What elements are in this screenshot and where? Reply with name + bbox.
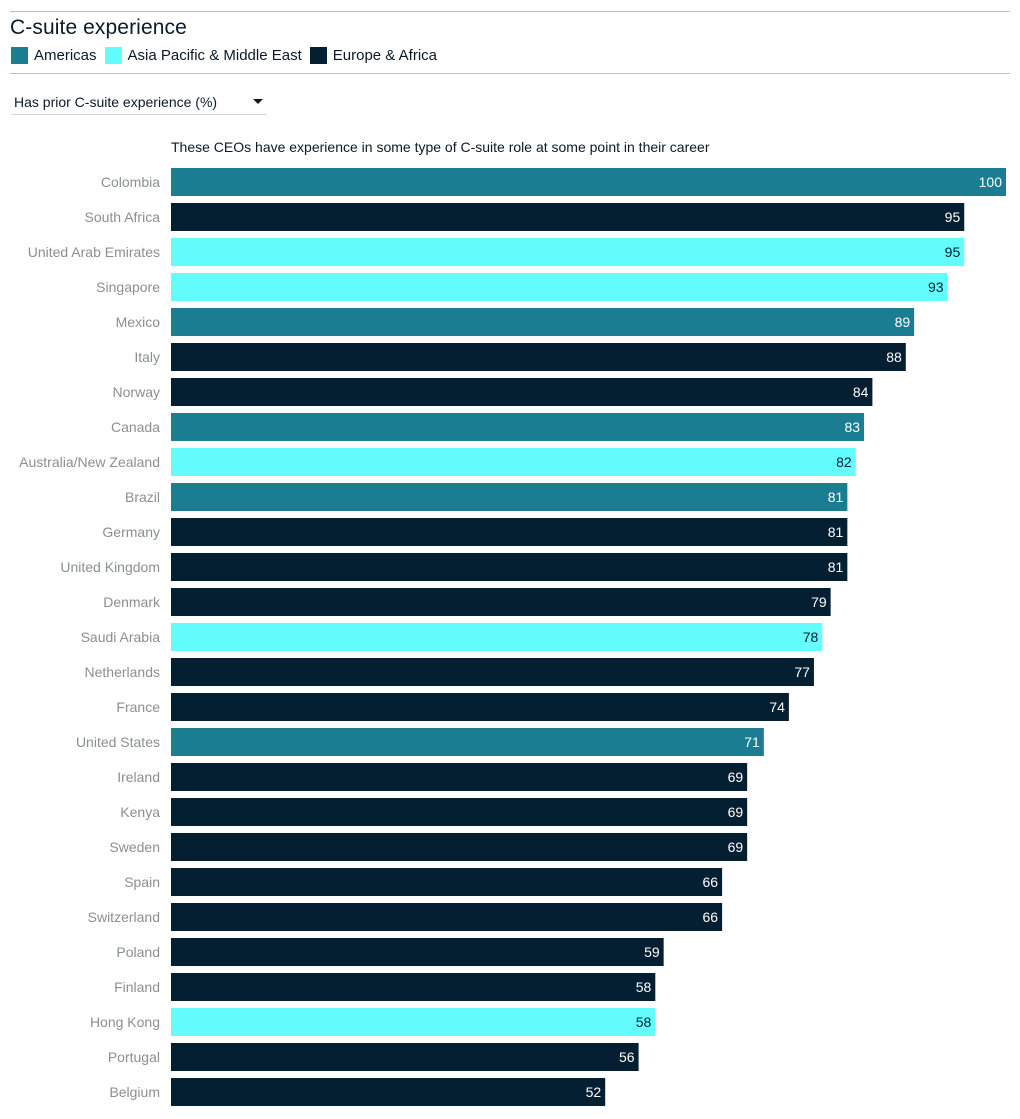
value-label-hong-kong: 58 xyxy=(636,1014,652,1030)
bar-germany[interactable] xyxy=(171,518,848,546)
legend-item-asia-pacific[interactable]: Asia Pacific & Middle East xyxy=(104,47,302,64)
value-label-finland: 58 xyxy=(636,979,652,995)
bar-finland[interactable] xyxy=(171,973,656,1001)
bar-kenya[interactable] xyxy=(171,798,748,826)
value-label-norway: 84 xyxy=(853,384,869,400)
category-label-spain: Spain xyxy=(124,874,160,890)
value-label-netherlands: 77 xyxy=(794,664,810,680)
legend-item-europe-africa[interactable]: Europe & Africa xyxy=(309,47,437,64)
bar-belgium[interactable] xyxy=(171,1078,606,1106)
bar-poland[interactable] xyxy=(171,938,664,966)
value-label-germany: 81 xyxy=(828,524,844,540)
value-label-spain: 66 xyxy=(703,874,719,890)
bar-spain[interactable] xyxy=(171,868,723,896)
bar-netherlands[interactable] xyxy=(171,658,814,686)
category-label-sweden: Sweden xyxy=(109,839,160,855)
value-label-south-africa: 95 xyxy=(945,209,961,225)
value-label-france: 74 xyxy=(769,699,785,715)
bar-united-states[interactable] xyxy=(171,728,764,756)
bar-chart: Colombia 100 South Africa 95 United Arab Emi… xyxy=(19,168,1006,1106)
value-label-australia-new-zealand: 82 xyxy=(836,454,852,470)
chart-title: C-suite experience xyxy=(10,16,187,39)
legend-label-europe-africa: Europe & Africa xyxy=(332,47,437,64)
category-label-norway: Norway xyxy=(113,384,160,400)
category-label-saudi-arabia: Saudi Arabia xyxy=(81,629,161,645)
value-label-denmark: 79 xyxy=(811,594,827,610)
legend-swatch-asia-pacific xyxy=(104,47,122,64)
bar-saudi-arabia[interactable] xyxy=(171,623,823,651)
legend-item-americas[interactable]: Americas xyxy=(11,47,97,64)
value-label-belgium: 52 xyxy=(586,1084,602,1100)
category-label-united-kingdom: United Kingdom xyxy=(60,559,160,575)
legend-rule xyxy=(10,73,1010,74)
category-label-poland: Poland xyxy=(116,944,160,960)
value-label-united-states: 71 xyxy=(744,734,760,750)
value-label-italy: 88 xyxy=(886,349,902,365)
bar-brazil[interactable] xyxy=(171,483,848,511)
value-label-united-kingdom: 81 xyxy=(828,559,844,575)
category-label-canada: Canada xyxy=(111,419,160,435)
bar-united-arab-emirates[interactable] xyxy=(171,238,965,266)
legend-swatch-americas xyxy=(11,47,28,64)
top-rule xyxy=(10,11,1010,12)
category-label-italy: Italy xyxy=(134,349,160,365)
category-label-united-arab-emirates: United Arab Emirates xyxy=(28,244,160,260)
value-label-sweden: 69 xyxy=(728,839,744,855)
value-label-brazil: 81 xyxy=(828,489,844,505)
value-label-mexico: 89 xyxy=(895,314,911,330)
bar-colombia[interactable] xyxy=(171,168,1006,196)
category-label-mexico: Mexico xyxy=(116,314,161,330)
metric-dropdown-value: Has prior C-suite experience (%) xyxy=(14,93,218,110)
category-label-colombia: Colombia xyxy=(101,174,160,190)
bar-hong-kong[interactable] xyxy=(171,1008,656,1036)
category-label-portugal: Portugal xyxy=(108,1049,160,1065)
legend-label-asia-pacific: Asia Pacific & Middle East xyxy=(127,47,302,64)
bar-singapore[interactable] xyxy=(171,273,948,301)
value-label-ireland: 69 xyxy=(728,769,744,785)
category-label-united-states: United States xyxy=(76,734,160,750)
bar-france[interactable] xyxy=(171,693,789,721)
metric-dropdown[interactable]: Has prior C-suite experience (%) xyxy=(11,89,266,115)
category-label-finland: Finland xyxy=(114,979,160,995)
category-label-germany: Germany xyxy=(102,524,160,540)
value-label-colombia: 100 xyxy=(979,174,1003,190)
bar-norway[interactable] xyxy=(171,378,873,406)
bar-switzerland[interactable] xyxy=(171,903,723,931)
category-label-singapore: Singapore xyxy=(96,279,160,295)
legend-swatch-europe-africa xyxy=(309,47,327,64)
value-label-poland: 59 xyxy=(644,944,660,960)
bar-mexico[interactable] xyxy=(171,308,915,336)
value-label-saudi-arabia: 78 xyxy=(803,629,819,645)
bar-australia-new-zealand[interactable] xyxy=(171,448,856,476)
value-label-portugal: 56 xyxy=(619,1049,635,1065)
category-label-netherlands: Netherlands xyxy=(85,664,161,680)
bar-denmark[interactable] xyxy=(171,588,831,616)
bar-italy[interactable] xyxy=(171,343,906,371)
value-label-kenya: 69 xyxy=(728,804,744,820)
category-label-belgium: Belgium xyxy=(109,1084,160,1100)
value-label-switzerland: 66 xyxy=(703,909,719,925)
category-label-hong-kong: Hong Kong xyxy=(90,1014,160,1030)
bar-sweden[interactable] xyxy=(171,833,748,861)
bar-united-kingdom[interactable] xyxy=(171,553,848,581)
category-label-denmark: Denmark xyxy=(103,594,161,610)
value-label-canada: 83 xyxy=(844,419,860,435)
category-label-australia-new-zealand: Australia/New Zealand xyxy=(19,454,160,470)
legend: Americas Asia Pacific & Middle East Euro… xyxy=(11,47,445,64)
bar-ireland[interactable] xyxy=(171,763,748,791)
category-label-ireland: Ireland xyxy=(117,769,160,785)
chevron-down-icon xyxy=(253,99,263,104)
category-label-south-africa: South Africa xyxy=(85,209,161,225)
value-label-united-arab-emirates: 95 xyxy=(945,244,961,260)
category-label-france: France xyxy=(116,699,160,715)
bar-south-africa[interactable] xyxy=(171,203,965,231)
category-label-kenya: Kenya xyxy=(120,804,160,820)
value-label-singapore: 93 xyxy=(928,279,944,295)
bar-canada[interactable] xyxy=(171,413,865,441)
bar-portugal[interactable] xyxy=(171,1043,639,1071)
category-label-brazil: Brazil xyxy=(125,489,160,505)
legend-label-americas: Americas xyxy=(34,47,97,64)
category-label-switzerland: Switzerland xyxy=(88,909,160,925)
chart-subtitle: These CEOs have experience in some type … xyxy=(171,139,710,155)
